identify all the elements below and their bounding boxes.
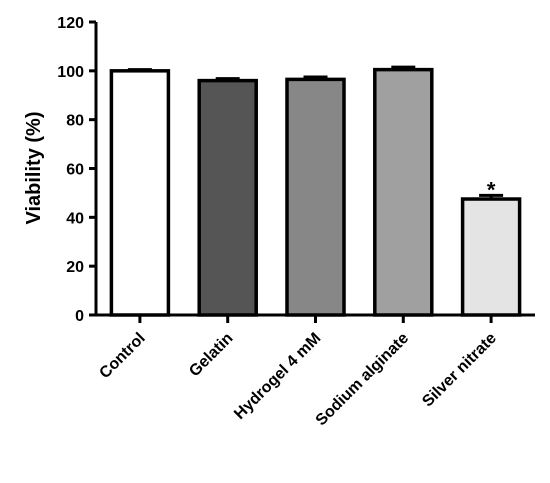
bar	[373, 67, 434, 317]
x-tick-label: Gelatin	[186, 330, 236, 380]
bar	[197, 78, 258, 317]
x-tick-label: Hydrogel 4 mM	[231, 330, 324, 423]
bar	[285, 77, 346, 317]
bars: *	[109, 65, 522, 317]
y-tick-label: 120	[57, 15, 84, 32]
bar	[109, 69, 171, 317]
y-tick-label: 80	[66, 113, 84, 130]
x-tick-label: Control	[96, 330, 148, 382]
y-tick-label: 40	[66, 210, 84, 227]
y-tick-label: 20	[66, 259, 84, 276]
y-tick-label: 0	[75, 308, 84, 325]
bar	[460, 197, 522, 317]
y-axis-title: Viability (%)	[23, 112, 45, 225]
x-tick-label: Silver nitrate	[419, 330, 500, 411]
y-tick-label: 100	[57, 64, 84, 81]
significance-marker: *	[487, 177, 496, 202]
y-axis: 0 20 40 60 80 100 120	[57, 15, 98, 325]
x-tick-label: Sodium alginate	[313, 330, 412, 429]
y-tick-label: 60	[66, 162, 84, 179]
